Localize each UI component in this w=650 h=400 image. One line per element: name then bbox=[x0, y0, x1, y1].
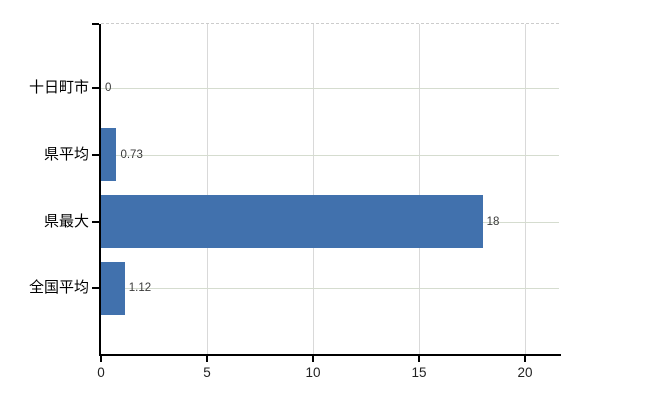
x-gridline bbox=[207, 24, 209, 354]
x-axis-tick bbox=[206, 356, 209, 362]
bar-value-label: 0.73 bbox=[120, 148, 143, 161]
y-axis-tick bbox=[92, 220, 99, 223]
y-axis-tick bbox=[92, 87, 99, 89]
x-gridline bbox=[419, 24, 421, 354]
x-gridline bbox=[525, 24, 527, 354]
y-gridline bbox=[101, 88, 559, 89]
x-tick-label: 5 bbox=[203, 365, 211, 380]
x-axis-tick bbox=[418, 356, 421, 362]
bar bbox=[101, 128, 117, 182]
x-axis-line bbox=[99, 354, 561, 356]
bar bbox=[101, 261, 125, 315]
bar-value-label: 18 bbox=[486, 215, 500, 228]
x-tick-label: 0 bbox=[97, 365, 105, 380]
category-label: 県平均 bbox=[43, 145, 89, 163]
category-label: 県最大 bbox=[43, 212, 89, 230]
x-axis-tick bbox=[312, 356, 315, 362]
x-axis-tick bbox=[100, 356, 102, 362]
y-axis-tick bbox=[92, 153, 99, 156]
x-tick-label: 20 bbox=[517, 365, 533, 380]
y-axis-tick bbox=[92, 287, 99, 290]
x-axis-tick bbox=[524, 356, 527, 362]
bar bbox=[101, 195, 483, 249]
y-gridline bbox=[101, 154, 559, 156]
category-label: 全国平均 bbox=[28, 279, 89, 297]
y-axis-line bbox=[99, 24, 101, 354]
x-tick-label: 10 bbox=[305, 365, 321, 380]
bar-value-label: 0 bbox=[105, 82, 112, 94]
category-label: 十日町市 bbox=[28, 79, 89, 96]
plot-area: 0 5 10 15 20 十日町市 0 県平均 0.73 県最大 18 全国平均 1.12 bbox=[29, 23, 561, 380]
x-gridline bbox=[313, 24, 315, 354]
x-tick-label: 15 bbox=[411, 365, 427, 380]
y-gridline bbox=[101, 288, 559, 290]
bar-value-label: 1.12 bbox=[128, 282, 152, 295]
y-axis-tick bbox=[92, 23, 99, 25]
